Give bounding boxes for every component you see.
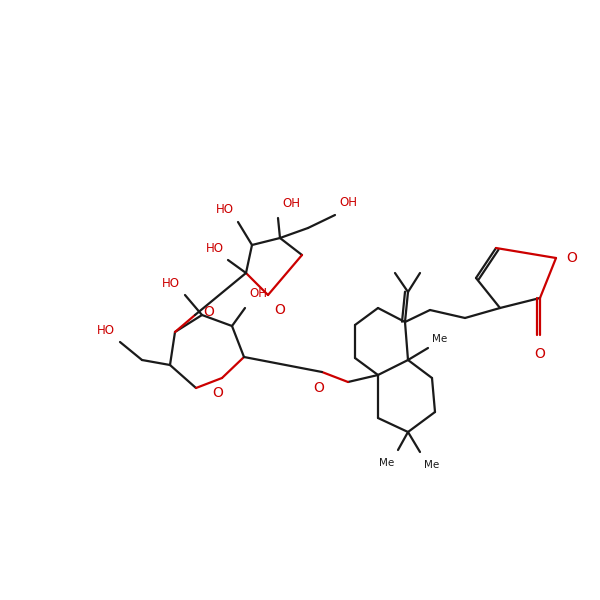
Text: O: O [212, 386, 223, 400]
Text: HO: HO [206, 242, 224, 255]
Text: OH: OH [282, 197, 300, 210]
Text: HO: HO [216, 203, 234, 216]
Text: O: O [535, 347, 545, 361]
Text: O: O [314, 381, 325, 395]
Text: O: O [274, 303, 285, 317]
Text: Me: Me [379, 458, 394, 468]
Text: OH: OH [339, 196, 357, 209]
Text: O: O [566, 251, 577, 265]
Text: OH: OH [249, 287, 267, 300]
Text: O: O [203, 305, 214, 319]
Text: Me: Me [432, 334, 447, 344]
Text: HO: HO [162, 277, 180, 290]
Text: Me: Me [424, 460, 439, 470]
Text: HO: HO [97, 324, 115, 337]
